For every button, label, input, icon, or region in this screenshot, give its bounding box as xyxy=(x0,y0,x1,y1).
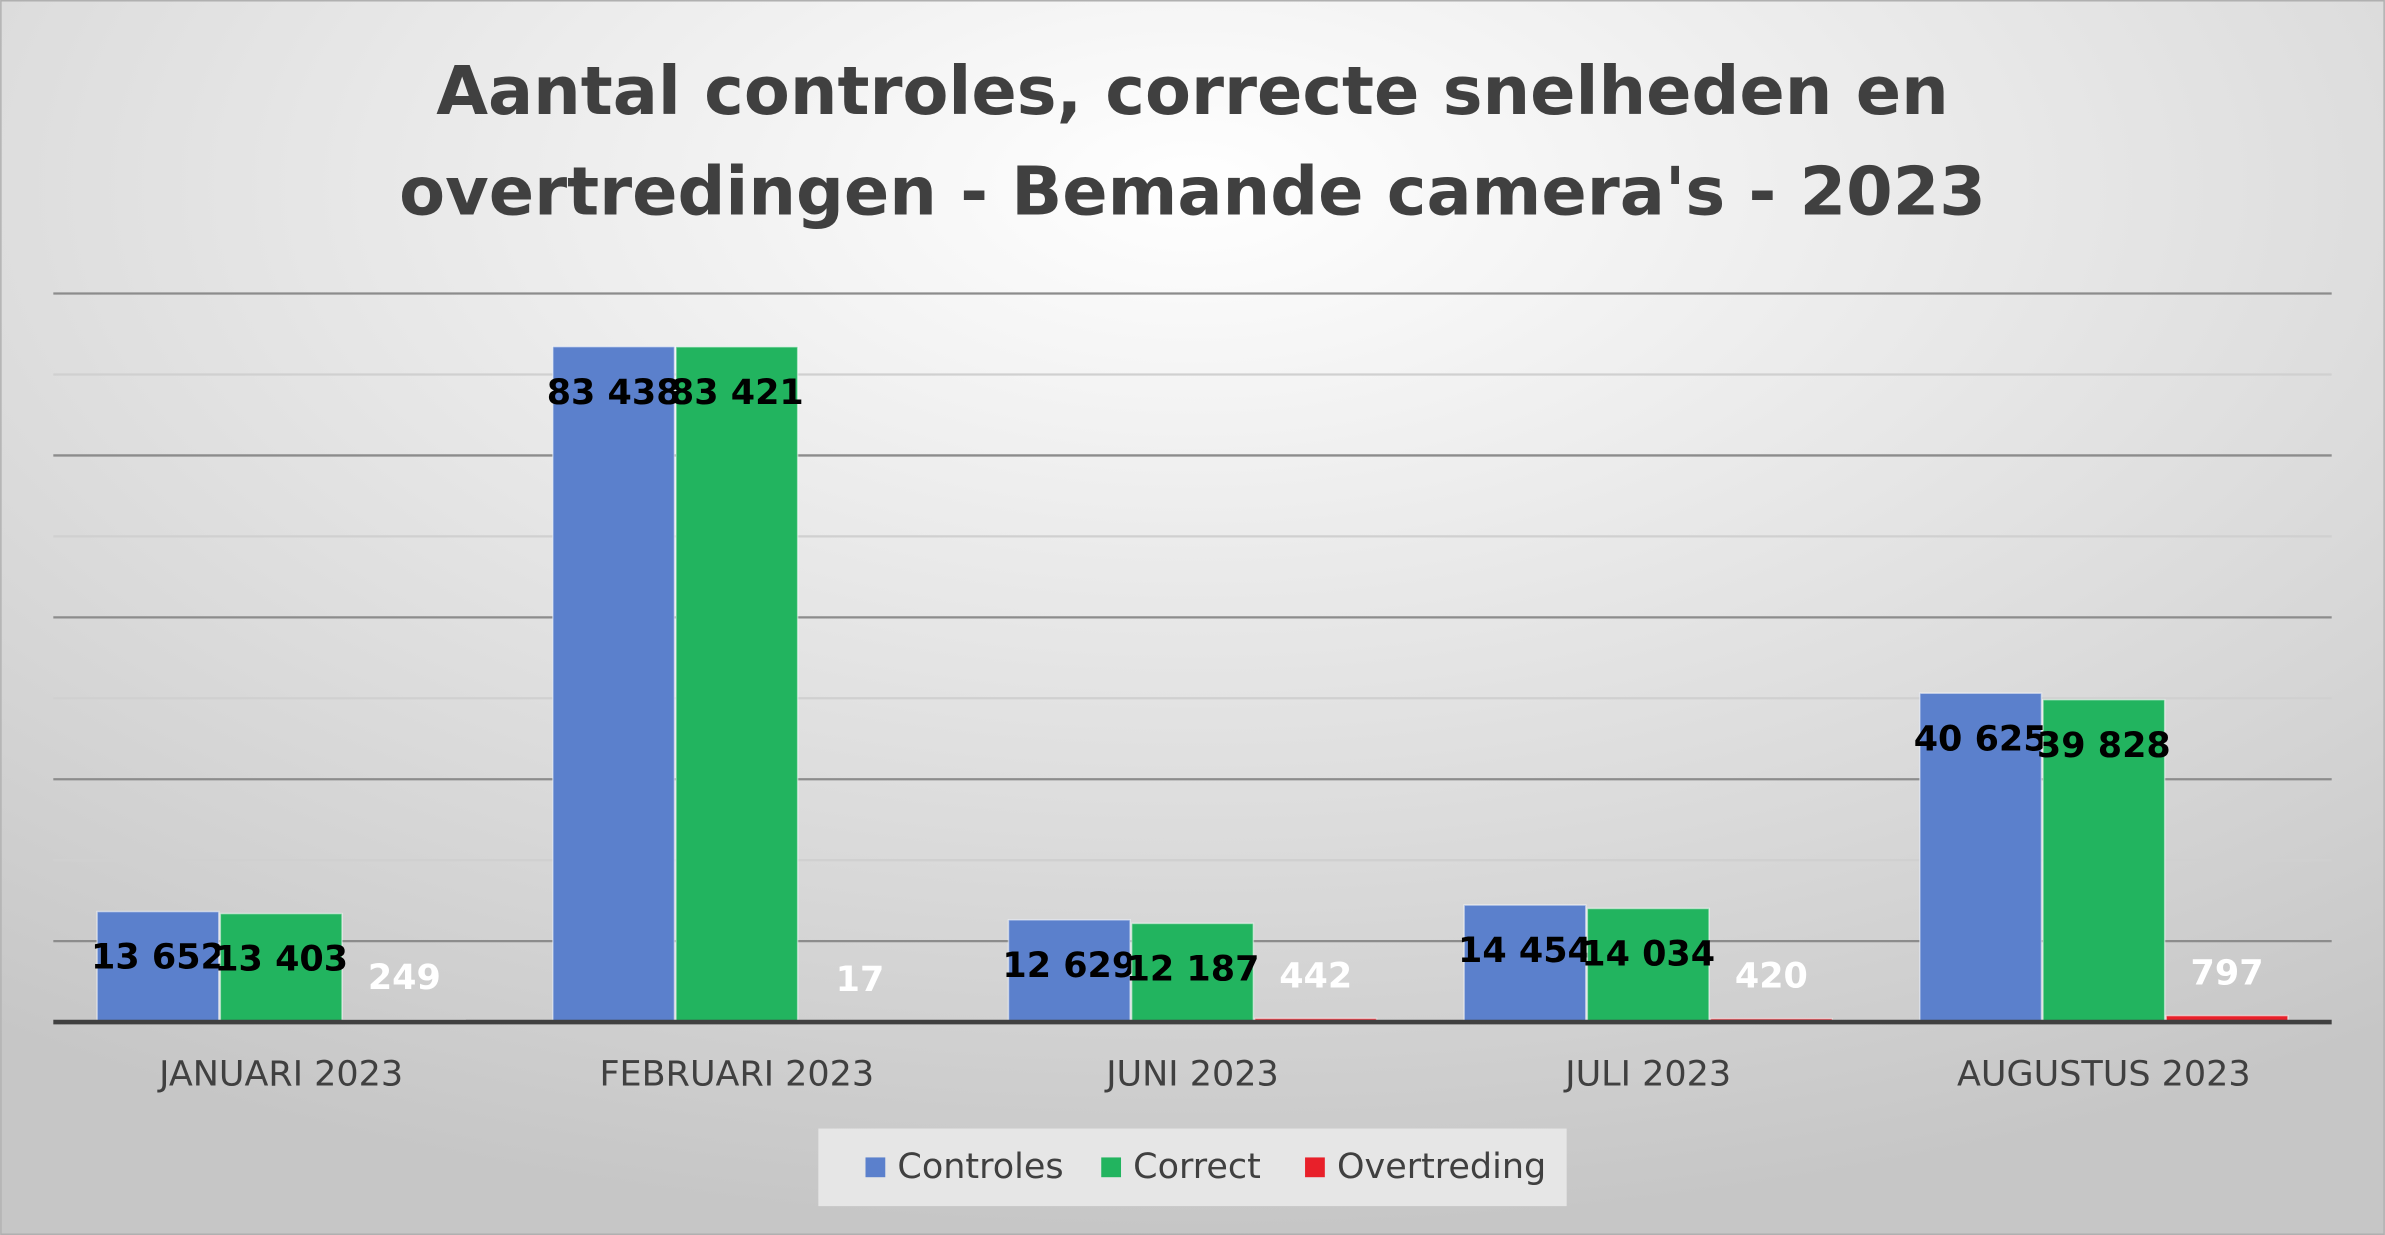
x-tick-label: AUGUSTUS 2023 xyxy=(1957,1054,2251,1094)
x-tick-label: JULI 2023 xyxy=(1563,1054,1731,1094)
data-label: 442 xyxy=(1279,956,1352,996)
legend-box xyxy=(818,1128,1567,1207)
bar xyxy=(219,912,343,1023)
data-label: 12 187 xyxy=(1126,950,1260,990)
bar xyxy=(1463,904,1587,1023)
x-tick-label: JANUARI 2023 xyxy=(157,1054,403,1094)
bar xyxy=(1586,907,1710,1023)
data-label: 13 403 xyxy=(214,940,348,980)
legend-swatch xyxy=(865,1157,886,1178)
bar xyxy=(2042,698,2166,1023)
data-label: 12 629 xyxy=(1002,946,1136,986)
x-tick-label: JUNI 2023 xyxy=(1104,1054,1279,1094)
data-label: 420 xyxy=(1735,957,1808,997)
bar xyxy=(1130,922,1255,1023)
data-label: 14 454 xyxy=(1458,931,1592,971)
bar xyxy=(1007,919,1131,1023)
data-label: 83 421 xyxy=(670,373,804,413)
bar xyxy=(96,910,220,1023)
data-label: 17 xyxy=(836,960,885,1000)
legend-swatch xyxy=(1305,1157,1325,1178)
legend-label: Correct xyxy=(1133,1147,1261,1187)
chart-title: Aantal controles, correcte snelheden en … xyxy=(399,53,1986,232)
data-label: 40 625 xyxy=(1914,719,2048,759)
title-box: Aantal controles, correcte snelheden en … xyxy=(399,53,1986,232)
data-label: 83 438 xyxy=(547,373,681,413)
data-label: 14 034 xyxy=(1581,935,1715,975)
data-label: 797 xyxy=(2191,954,2264,994)
data-label: 13 652 xyxy=(91,938,225,978)
bar xyxy=(1919,692,2043,1023)
legend-label: Controles xyxy=(897,1147,1063,1187)
x-tick-label: FEBRUARI 2023 xyxy=(599,1054,874,1094)
legend-swatch xyxy=(1101,1157,1122,1178)
bar xyxy=(552,345,676,1023)
data-label: 39 828 xyxy=(2037,726,2171,766)
data-label: 249 xyxy=(368,958,441,998)
legend-label: Overtreding xyxy=(1337,1147,1546,1187)
bar xyxy=(675,346,799,1023)
